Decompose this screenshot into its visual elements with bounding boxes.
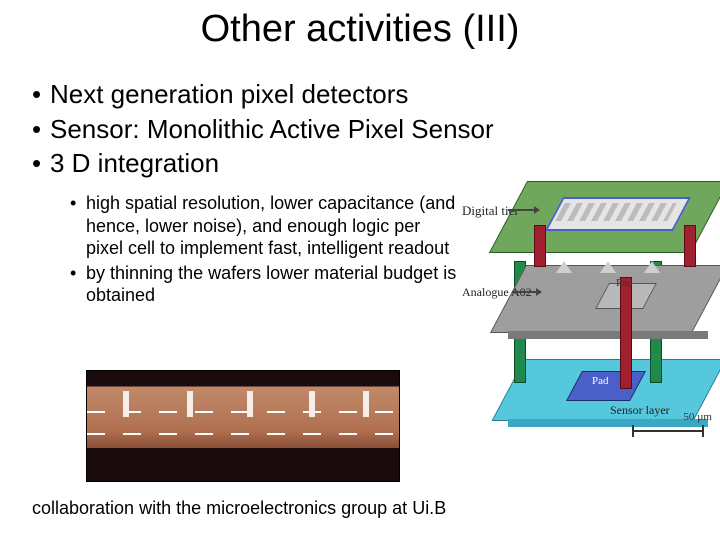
metal-line xyxy=(87,433,399,435)
slide-root: Other activities (III) • Next generation… xyxy=(0,0,720,540)
label-sensor-layer: Sensor layer xyxy=(610,403,670,418)
bullet-marker: • xyxy=(70,192,86,215)
via-triangle xyxy=(600,261,616,273)
via-pillar xyxy=(187,391,193,417)
scale-tick xyxy=(702,425,704,437)
label-pad: Pad xyxy=(592,375,609,387)
analogue-tier-edge xyxy=(508,331,708,339)
bullet-marker: • xyxy=(32,147,50,180)
slide-title: Other activities (III) xyxy=(0,8,720,51)
bullet-marker: • xyxy=(32,113,50,146)
sub-bullet-item: • high spatial resolution, lower capacit… xyxy=(70,192,460,260)
scale-line xyxy=(632,430,704,432)
bullet-marker: • xyxy=(70,262,86,285)
bullet-marker: • xyxy=(32,78,50,111)
pillar-red xyxy=(684,225,696,267)
pillar-red xyxy=(620,277,632,389)
bullet-item: • Sensor: Monolithic Active Pixel Sensor xyxy=(32,113,672,146)
arrow-icon xyxy=(512,291,536,293)
integration-diagram: Digital tier Analogue A02 Pad Pad Sensor… xyxy=(462,165,720,445)
label-pad: Pad xyxy=(616,277,633,289)
metal-line xyxy=(87,411,399,413)
sub-bullet-item: • by thinning the wafers lower material … xyxy=(70,262,460,307)
label-digital-tier: Digital tier xyxy=(462,203,519,219)
sub-bullet-text: high spatial resolution, lower capacitan… xyxy=(86,192,460,260)
cross-section-photo xyxy=(86,370,400,482)
via-pillar xyxy=(363,391,369,417)
pillar-red xyxy=(534,225,546,267)
via-pillar xyxy=(123,391,129,417)
scale-tick xyxy=(632,425,634,437)
bullet-text: Next generation pixel detectors xyxy=(50,78,408,111)
scale-bar: 50 µm xyxy=(632,425,714,437)
sub-bullet-text: by thinning the wafers lower material bu… xyxy=(86,262,460,307)
via-triangle xyxy=(644,261,660,273)
footer-text: collaboration with the microelectronics … xyxy=(32,498,446,519)
via-pillar xyxy=(247,391,253,417)
via-triangle xyxy=(556,261,572,273)
bullet-text: Sensor: Monolithic Active Pixel Sensor xyxy=(50,113,494,146)
sub-bullet-list: • high spatial resolution, lower capacit… xyxy=(70,192,460,309)
bullet-text: 3 D integration xyxy=(50,147,219,180)
bullet-item: • Next generation pixel detectors xyxy=(32,78,672,111)
arrow-icon xyxy=(508,209,534,211)
scale-label: 50 µm xyxy=(683,411,712,423)
digital-chip-stripes xyxy=(555,203,677,221)
via-pillar xyxy=(309,391,315,417)
